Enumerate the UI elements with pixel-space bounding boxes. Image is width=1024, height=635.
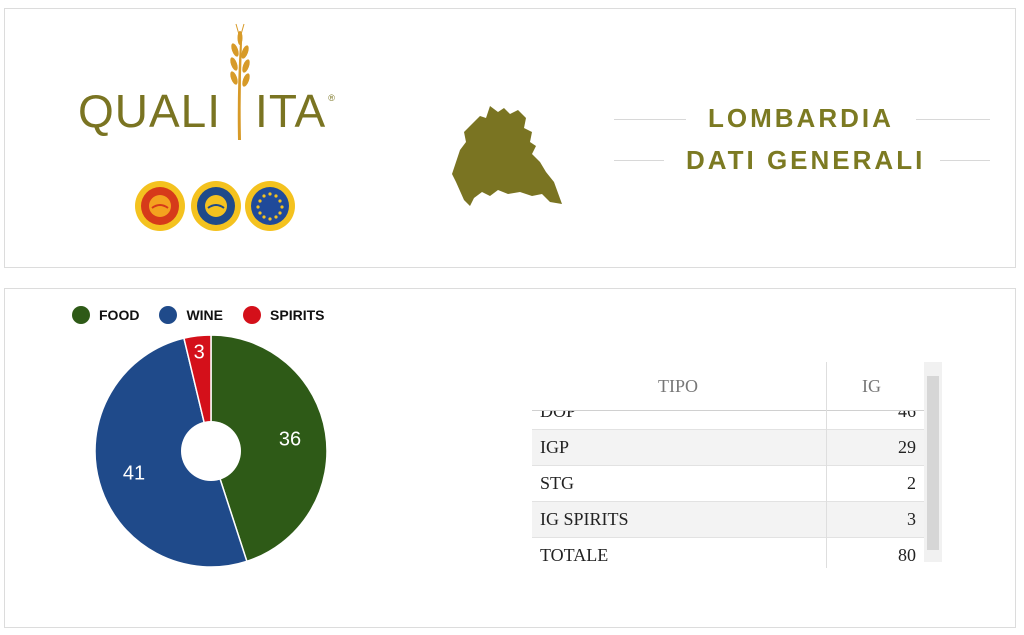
- dop-seal-icon: [135, 181, 185, 231]
- legend-dot-wine: [159, 306, 178, 324]
- table-row: STG 2: [532, 466, 924, 502]
- cell-ig: 80: [898, 545, 916, 565]
- header-ig-overlay: IG: [862, 376, 881, 396]
- cell-ig: 3: [907, 509, 916, 529]
- title-rule-left-2: [614, 160, 664, 161]
- table-row: IGP 29: [532, 430, 924, 466]
- cell-tipo: IGP: [540, 437, 570, 457]
- region-subtitle: DATI GENERALI: [686, 145, 926, 175]
- donut-hole: [181, 421, 241, 481]
- table-row: IG SPIRITS 3: [532, 502, 924, 538]
- data-label-wine: 41: [123, 463, 145, 485]
- table-header-overlay: TIPO IG: [532, 362, 924, 411]
- title-rule-left-1: [614, 119, 686, 120]
- slice-wine[interactable]: [94, 337, 248, 568]
- brand-part-1: QUALI: [78, 85, 222, 137]
- cell-tipo: IG SPIRITS: [540, 509, 629, 529]
- column-divider: [826, 362, 827, 568]
- legend-item-spirits[interactable]: SPIRITS: [243, 306, 330, 324]
- legend-dot-spirits: [243, 306, 262, 324]
- cell-tipo: TOTALE: [540, 545, 609, 565]
- brand-wordmark: QUALI ITA ®: [78, 85, 336, 137]
- legend-dot-food: [72, 306, 90, 324]
- chart-legend: FOOD WINE SPIRITS: [72, 306, 330, 324]
- donut-chart: 36 41 3: [94, 334, 328, 568]
- brand-part-2: ITA: [255, 85, 327, 137]
- igp-seal-icon: [191, 181, 241, 231]
- slice-food[interactable]: [210, 334, 328, 563]
- stg-seal-icon: [245, 181, 295, 231]
- title-rule-right-2: [940, 160, 990, 161]
- data-label-spirits: 3: [194, 342, 205, 364]
- data-label-food: 36: [279, 428, 301, 450]
- table-scrollbar-thumb[interactable]: [927, 376, 939, 550]
- wheat-logo-icon: [230, 23, 250, 140]
- table-body: DOP 46 IGP 29 STG 2 IG SPIRITS 3 TOTALE …: [532, 394, 924, 568]
- ig-table: TIPO IG DOP 46 IGP 29 STG 2 IG SPIRITS 3…: [532, 362, 944, 568]
- table-row: TOTALE 80: [532, 538, 924, 568]
- legend-label-food: FOOD: [99, 307, 140, 323]
- legend-item-food[interactable]: FOOD: [72, 306, 145, 324]
- legend-label-spirits: SPIRITS: [270, 307, 325, 323]
- cell-ig: 2: [907, 473, 916, 493]
- title-rule-right-1: [916, 119, 990, 120]
- cell-tipo: STG: [540, 473, 575, 493]
- region-title: LOMBARDIA: [708, 103, 894, 133]
- legend-label-wine: WINE: [186, 307, 224, 323]
- legend-item-wine[interactable]: WINE: [159, 306, 229, 324]
- lombardia-map-icon: [452, 106, 562, 206]
- cell-ig: 29: [898, 437, 916, 457]
- header-tipo-overlay: TIPO: [658, 376, 698, 396]
